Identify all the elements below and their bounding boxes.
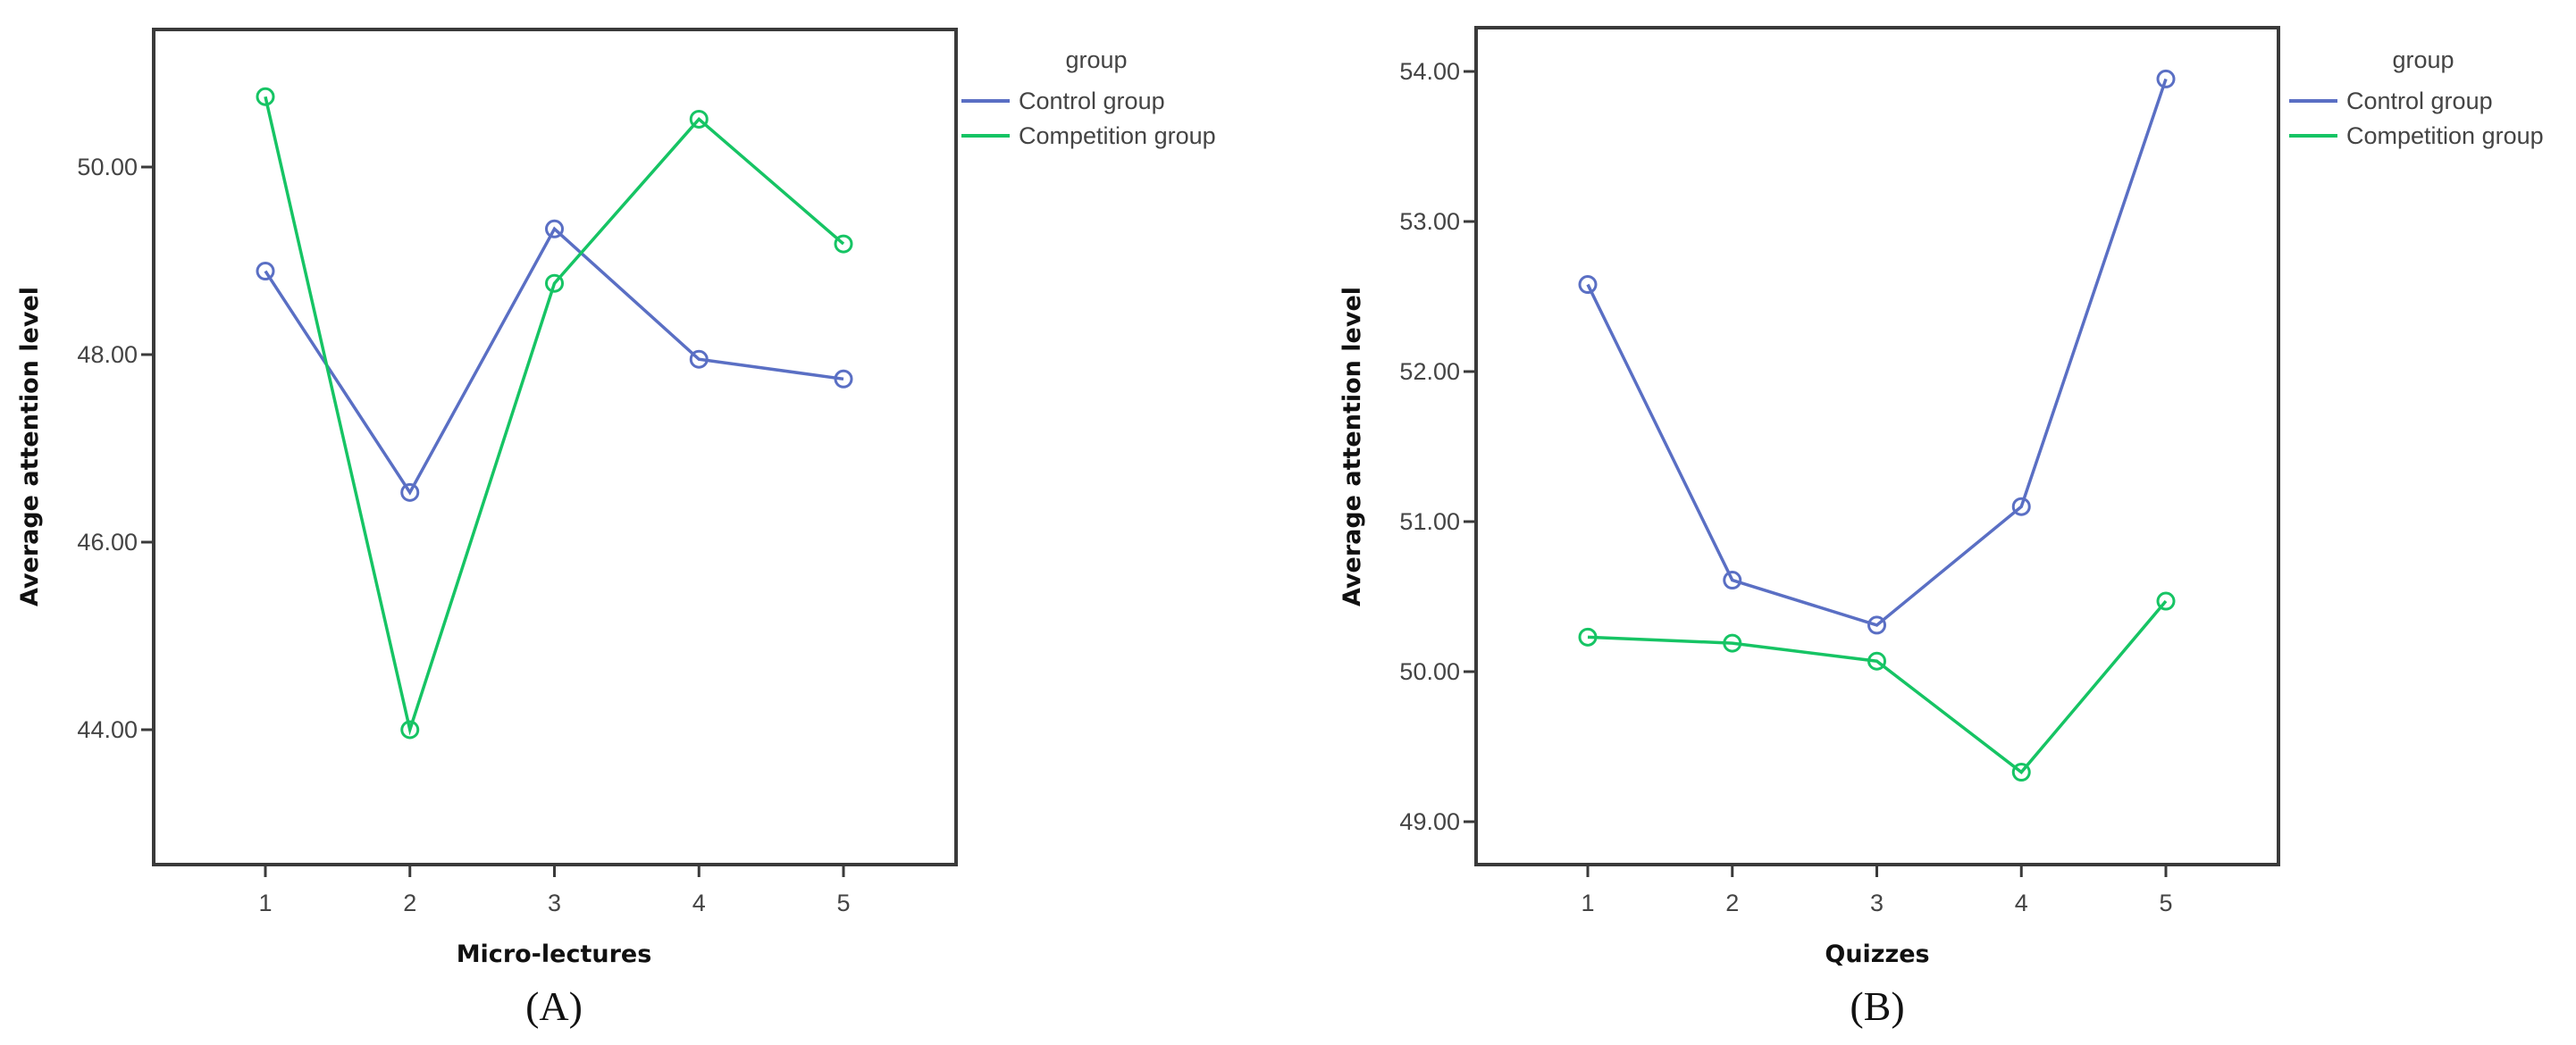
panel-caption: (A) — [525, 983, 583, 1029]
plot-frame — [152, 28, 958, 866]
panel-caption: (B) — [1850, 983, 1904, 1029]
data-point-control — [545, 219, 564, 238]
data-point-competition — [400, 720, 420, 740]
y-tick-label: 46.00 — [77, 529, 138, 556]
data-point-competition — [545, 273, 564, 293]
legend-title: group — [1065, 46, 1127, 73]
x-tick-label: 1 — [1581, 890, 1594, 916]
y-axis-label: Average attention level — [16, 287, 44, 606]
legend: group Control group Competition group — [961, 46, 1216, 149]
legend-item-competition: Competition group — [1019, 122, 1216, 149]
data-point-competition — [689, 109, 709, 129]
data-point-control — [2156, 69, 2176, 88]
legend: group Control group Competition group — [2289, 46, 2544, 149]
panel-a-chart: 44.00 46.00 48.00 50.00 1 2 3 4 5 Average atten… — [16, 28, 1216, 1029]
data-point-competition — [1578, 627, 1598, 647]
data-point-control — [1723, 571, 1742, 590]
data-point-control — [256, 262, 275, 281]
y-axis-label: Average attention level — [1338, 287, 1366, 606]
data-point-competition — [1867, 651, 1886, 671]
y-tick-label: 48.00 — [77, 341, 138, 368]
x-axis-label: Micro-lectures — [457, 940, 652, 968]
data-point-competition — [2011, 763, 2031, 782]
x-tick-label: 4 — [692, 890, 706, 916]
series-line-competition — [1587, 599, 2168, 774]
series-line-control — [264, 226, 844, 496]
y-tick-label: 51.00 — [1399, 508, 1460, 535]
data-point-control — [834, 369, 853, 389]
x-tick-label: 3 — [548, 890, 561, 916]
y-tick-label: 52.00 — [1399, 358, 1460, 385]
y-axis-ticks: 49.00 50.00 51.00 52.00 53.00 54.00 — [1399, 58, 1476, 835]
data-point-competition — [1723, 633, 1742, 653]
series-lines — [1578, 69, 2176, 782]
series-lines — [256, 87, 853, 740]
data-point-competition — [2156, 591, 2176, 611]
y-tick-label: 49.00 — [1399, 808, 1460, 835]
x-tick-label: 4 — [2015, 890, 2028, 916]
x-axis-ticks: 1 2 3 4 5 — [1581, 865, 2173, 916]
x-tick-label: 3 — [1870, 890, 1884, 916]
legend-title: group — [2392, 46, 2454, 73]
x-tick-label: 5 — [836, 890, 850, 916]
data-point-control — [1578, 275, 1598, 295]
y-tick-label: 50.00 — [1399, 658, 1460, 685]
legend-item-control: Control group — [1019, 88, 1165, 114]
data-point-control — [400, 482, 420, 502]
y-axis-ticks: 44.00 46.00 48.00 50.00 — [77, 154, 154, 743]
y-tick-label: 50.00 — [77, 154, 138, 180]
legend-item-control: Control group — [2346, 88, 2493, 114]
data-point-control — [689, 349, 709, 369]
data-point-competition — [834, 234, 853, 254]
y-tick-label: 54.00 — [1399, 58, 1460, 85]
x-tick-label: 1 — [258, 890, 272, 916]
legend-item-competition: Competition group — [2346, 122, 2544, 149]
x-tick-label: 2 — [403, 890, 416, 916]
series-line-competition — [264, 96, 845, 736]
data-point-control — [2011, 497, 2031, 516]
series-line-control — [1586, 78, 2168, 627]
panel-b-chart: 49.00 50.00 51.00 52.00 53.00 54.00 1 2 3 4 5 Ave… — [1338, 26, 2544, 1029]
x-tick-label: 5 — [2159, 890, 2172, 916]
x-axis-label: Quizzes — [1825, 940, 1929, 968]
x-tick-label: 2 — [1725, 890, 1739, 916]
y-tick-label: 53.00 — [1399, 208, 1460, 235]
data-point-control — [1867, 615, 1886, 635]
x-axis-ticks: 1 2 3 4 5 — [258, 865, 851, 916]
plot-frame — [1474, 26, 2280, 866]
y-tick-label: 44.00 — [77, 716, 138, 743]
data-point-competition — [256, 87, 275, 106]
